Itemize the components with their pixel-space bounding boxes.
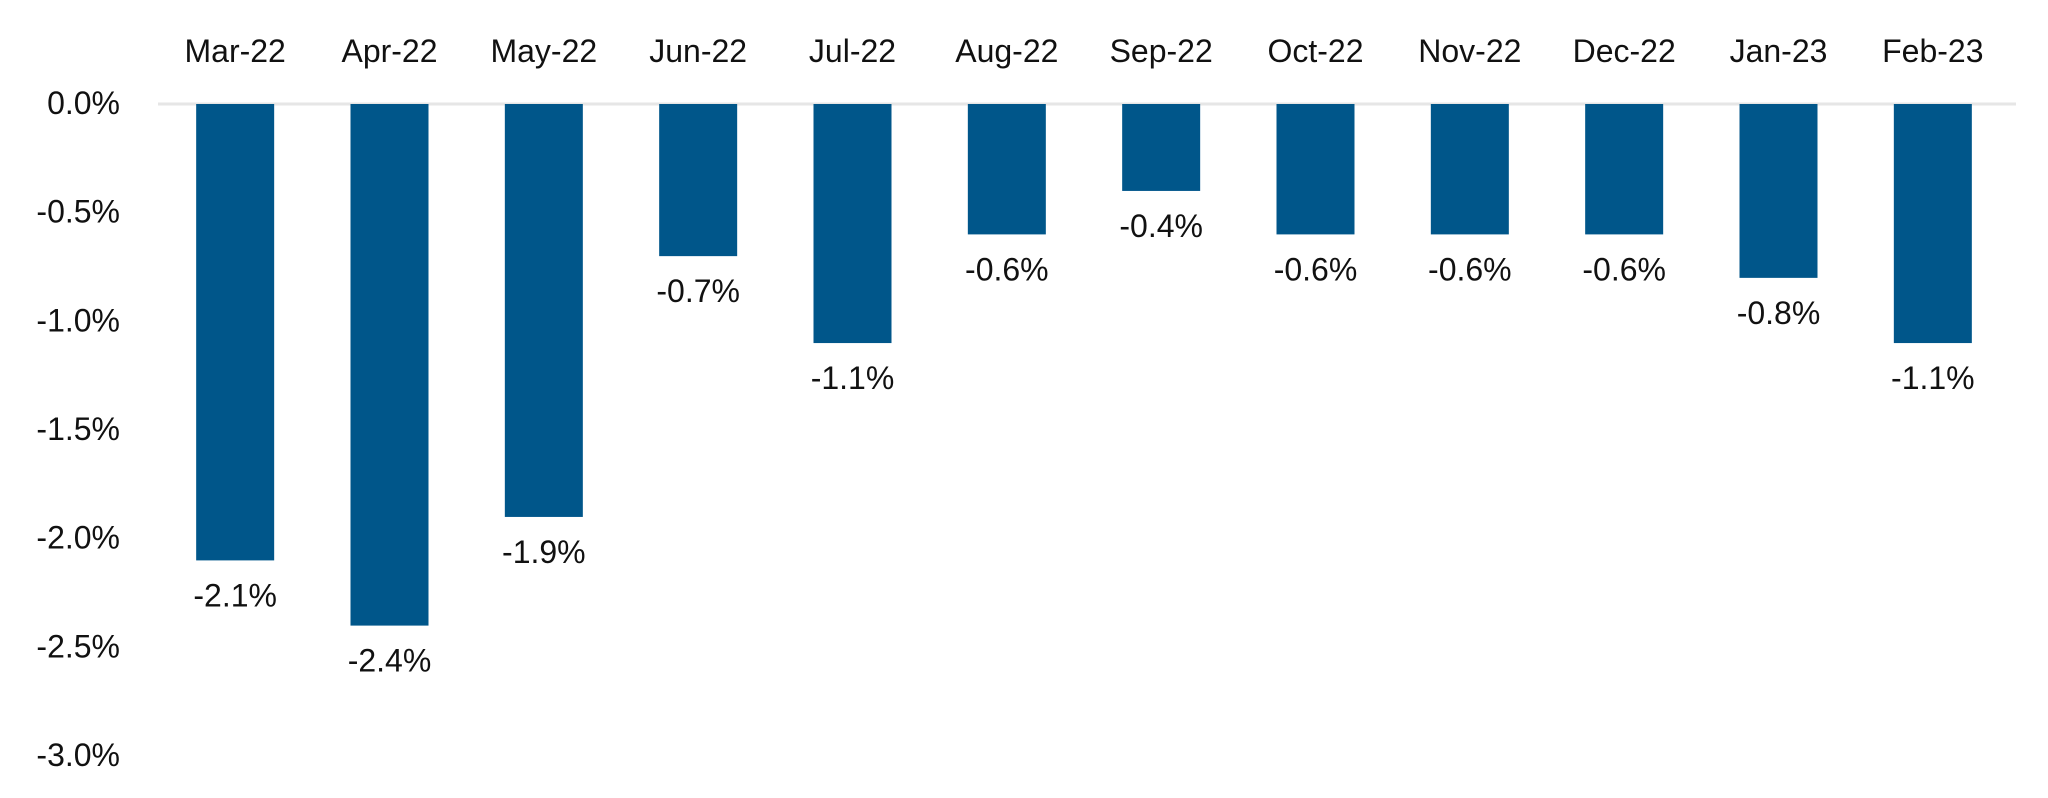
bar-feb-23	[1893, 104, 1972, 344]
data-label: -0.6%	[1428, 251, 1512, 287]
category-label: Apr-22	[341, 33, 437, 69]
bar-nov-22	[1430, 104, 1509, 235]
category-label: Jun-22	[649, 33, 747, 69]
bar-jan-23	[1739, 104, 1818, 278]
data-label: -0.4%	[1119, 208, 1203, 244]
category-label: Nov-22	[1418, 33, 1521, 69]
category-label: Jul-22	[809, 33, 896, 69]
bar-jun-22	[659, 104, 738, 257]
bar-oct-22	[1276, 104, 1355, 235]
y-tick-label: -3.0%	[36, 737, 120, 773]
category-label: Aug-22	[955, 33, 1058, 69]
data-labels-group: -2.1% -2.4% -1.9% -0.7% -1.1% -0.6% -0.4% -0.6%…	[193, 208, 1974, 679]
y-tick-label: -0.5%	[36, 194, 120, 230]
bar-sep-22	[1122, 104, 1201, 191]
category-axis: Mar-22 Apr-22 May-22 Jun-22 Jul-22 Aug-22 Sep-…	[184, 33, 1983, 69]
y-tick-label: -1.0%	[36, 302, 120, 338]
data-label: -2.1%	[193, 577, 277, 613]
data-label: -1.1%	[1891, 360, 1975, 396]
data-label: -0.7%	[656, 273, 740, 309]
category-label: Sep-22	[1110, 33, 1213, 69]
bar-may-22	[504, 104, 583, 517]
data-label: -2.4%	[348, 643, 432, 679]
bar-aug-22	[967, 104, 1046, 235]
data-label: -1.9%	[502, 534, 586, 570]
category-label: Feb-23	[1882, 33, 1983, 69]
bar-mar-22	[196, 104, 275, 561]
category-label: May-22	[490, 33, 597, 69]
y-axis: 0.0% -0.5% -1.0% -1.5% -2.0% -2.5% -3.0%	[36, 85, 2016, 773]
bar-jul-22	[813, 104, 892, 344]
y-tick-label: -2.0%	[36, 520, 120, 556]
data-label: -0.6%	[1582, 251, 1666, 287]
data-label: -0.6%	[1274, 251, 1358, 287]
bar-apr-22	[350, 104, 429, 626]
data-label: -1.1%	[811, 360, 895, 396]
y-tick-label: -1.5%	[36, 411, 120, 447]
category-label: Dec-22	[1573, 33, 1676, 69]
category-label: Mar-22	[184, 33, 285, 69]
data-label: -0.8%	[1737, 295, 1821, 331]
bars-group	[196, 104, 1972, 626]
data-label: -0.6%	[965, 251, 1049, 287]
y-tick-label: 0.0%	[47, 85, 120, 121]
category-label: Jan-23	[1730, 33, 1828, 69]
category-label: Oct-22	[1267, 33, 1363, 69]
y-tick-label: -2.5%	[36, 628, 120, 664]
bar-dec-22	[1585, 104, 1664, 235]
